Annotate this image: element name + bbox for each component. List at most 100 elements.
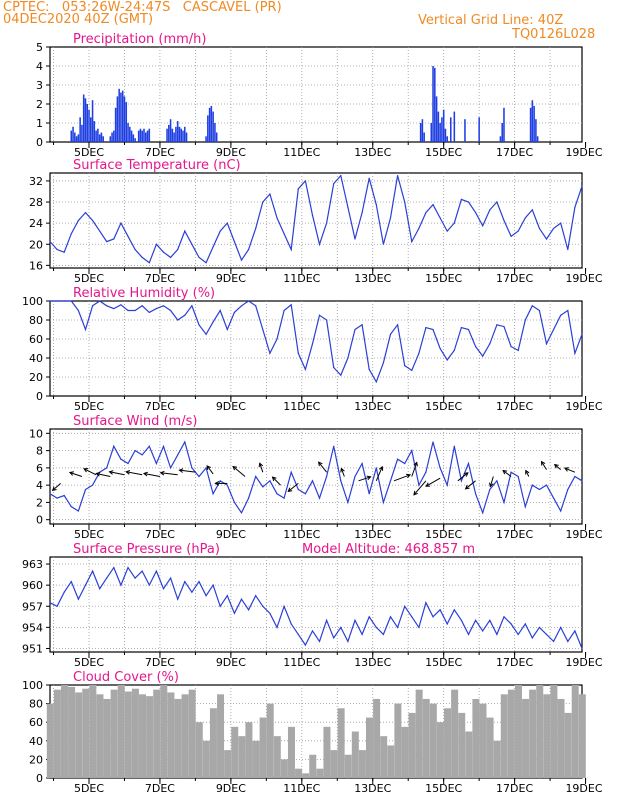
x-tick-label: 17DEC bbox=[496, 528, 533, 541]
temp-point bbox=[91, 219, 94, 222]
cloud-cover-bar bbox=[387, 745, 395, 778]
y-tick-label: 0 bbox=[36, 514, 43, 527]
temp-point bbox=[404, 201, 406, 203]
cloud-cover-bar bbox=[103, 698, 111, 778]
cloud-cover-bar bbox=[500, 694, 508, 778]
precip-bar bbox=[478, 117, 480, 142]
wind-point bbox=[162, 445, 165, 447]
pressure-point bbox=[56, 605, 58, 607]
wind-arrow-shaft bbox=[259, 463, 264, 473]
precip-bar bbox=[205, 136, 207, 142]
precip-title: Precipitation (mm/h) bbox=[73, 32, 206, 47]
pressure-point bbox=[404, 605, 406, 607]
wind-arrow-head bbox=[378, 465, 384, 471]
pressure-point bbox=[545, 633, 548, 636]
wind-point bbox=[155, 462, 157, 465]
wind-arrow-shaft bbox=[411, 462, 418, 477]
wind-arrow-head bbox=[502, 469, 508, 475]
precip-bar bbox=[144, 132, 147, 142]
pressure-point bbox=[482, 630, 484, 632]
x-tick-label: 19DEC bbox=[565, 272, 602, 285]
rh-point bbox=[326, 319, 328, 321]
x-tick-label: 5DEC bbox=[74, 782, 104, 795]
precip-bar bbox=[444, 128, 447, 142]
cloud-cover-bar bbox=[46, 703, 54, 778]
cloud-cover-bar bbox=[266, 703, 274, 778]
temp-point bbox=[233, 241, 236, 243]
y-tick-label: 10 bbox=[29, 427, 43, 440]
wind-point bbox=[517, 475, 519, 478]
rh-point bbox=[177, 319, 179, 321]
temp-point bbox=[446, 230, 448, 232]
wind-arrow-head bbox=[95, 471, 101, 477]
precip-bar bbox=[118, 88, 120, 142]
cloud-cover-bar bbox=[188, 689, 196, 778]
rh-point bbox=[389, 333, 392, 335]
wind-point bbox=[269, 480, 271, 482]
wind-arrow-head bbox=[464, 484, 470, 490]
y-tick-label: 40 bbox=[29, 735, 43, 748]
precip-bar bbox=[434, 67, 436, 142]
wind-point bbox=[467, 462, 470, 465]
rh-point bbox=[84, 328, 87, 331]
wind-point bbox=[297, 488, 299, 491]
cloud-cover-bar bbox=[96, 694, 104, 778]
pressure-point bbox=[233, 612, 236, 614]
rh-point bbox=[248, 300, 250, 302]
precip-bar bbox=[90, 117, 92, 142]
precip-bar bbox=[75, 136, 78, 142]
precip-bar bbox=[535, 119, 537, 142]
wind-point bbox=[106, 467, 108, 469]
wind-point bbox=[489, 488, 491, 491]
rh-point bbox=[553, 328, 555, 331]
pressure-point bbox=[560, 626, 562, 628]
precip-bar bbox=[134, 138, 136, 142]
x-tick-label: 15DEC bbox=[425, 782, 462, 795]
precip-bar bbox=[442, 109, 445, 142]
precip-bar bbox=[439, 123, 441, 142]
temp-point bbox=[439, 217, 441, 219]
wind-point bbox=[184, 441, 186, 443]
plot-frame bbox=[49, 428, 583, 525]
precip-bar bbox=[421, 119, 424, 142]
precip-bar bbox=[79, 117, 81, 142]
x-tick-label: 11DEC bbox=[283, 400, 320, 413]
x-tick-label: 5DEC bbox=[74, 146, 104, 159]
precip-bar bbox=[121, 90, 124, 142]
header-station-line: CPTEC: 053:26W-24:47S CASCAVEL (PR) bbox=[3, 0, 282, 15]
wind-arrow-shaft bbox=[541, 461, 547, 470]
x-tick-label: 13DEC bbox=[354, 656, 391, 669]
y-tick-label: 960 bbox=[22, 579, 43, 592]
x-tick-label: 17DEC bbox=[496, 782, 533, 795]
precip-bar bbox=[185, 132, 188, 142]
temp-point bbox=[169, 256, 172, 259]
y-tick-label: 2 bbox=[36, 98, 43, 111]
temp-point bbox=[467, 201, 470, 203]
pressure-panel: 951 954 957 960 963 5DEC 7DEC 9DEC 11DEC 13DEC 15D… bbox=[22, 542, 603, 669]
wind-arrow-shaft bbox=[502, 470, 512, 477]
cloud-cover-bar bbox=[174, 698, 182, 778]
wind-point bbox=[290, 471, 292, 473]
y-tick-label: 28 bbox=[29, 196, 43, 209]
rh-point bbox=[106, 305, 108, 307]
rh-point bbox=[517, 349, 519, 351]
pressure-point bbox=[517, 633, 519, 636]
pressure-point bbox=[375, 626, 377, 628]
wind-arrow-shaft bbox=[83, 468, 97, 476]
pressure-point bbox=[198, 581, 200, 583]
wind-arrow-shaft bbox=[425, 477, 441, 487]
pressure-point bbox=[503, 616, 505, 618]
wind-point bbox=[148, 445, 150, 447]
wind-point bbox=[77, 510, 79, 512]
rh-point bbox=[304, 368, 306, 370]
pressure-point bbox=[418, 626, 420, 628]
temp-point bbox=[354, 238, 356, 240]
rh-point bbox=[510, 346, 512, 348]
cloud-cover-bar bbox=[415, 689, 423, 778]
pressure-point bbox=[333, 637, 335, 639]
x-tick-label: 7DEC bbox=[145, 528, 175, 541]
wind-point bbox=[510, 471, 512, 473]
pressure-point bbox=[91, 570, 94, 572]
pressure-point bbox=[191, 591, 193, 593]
pressure-point bbox=[567, 640, 569, 643]
